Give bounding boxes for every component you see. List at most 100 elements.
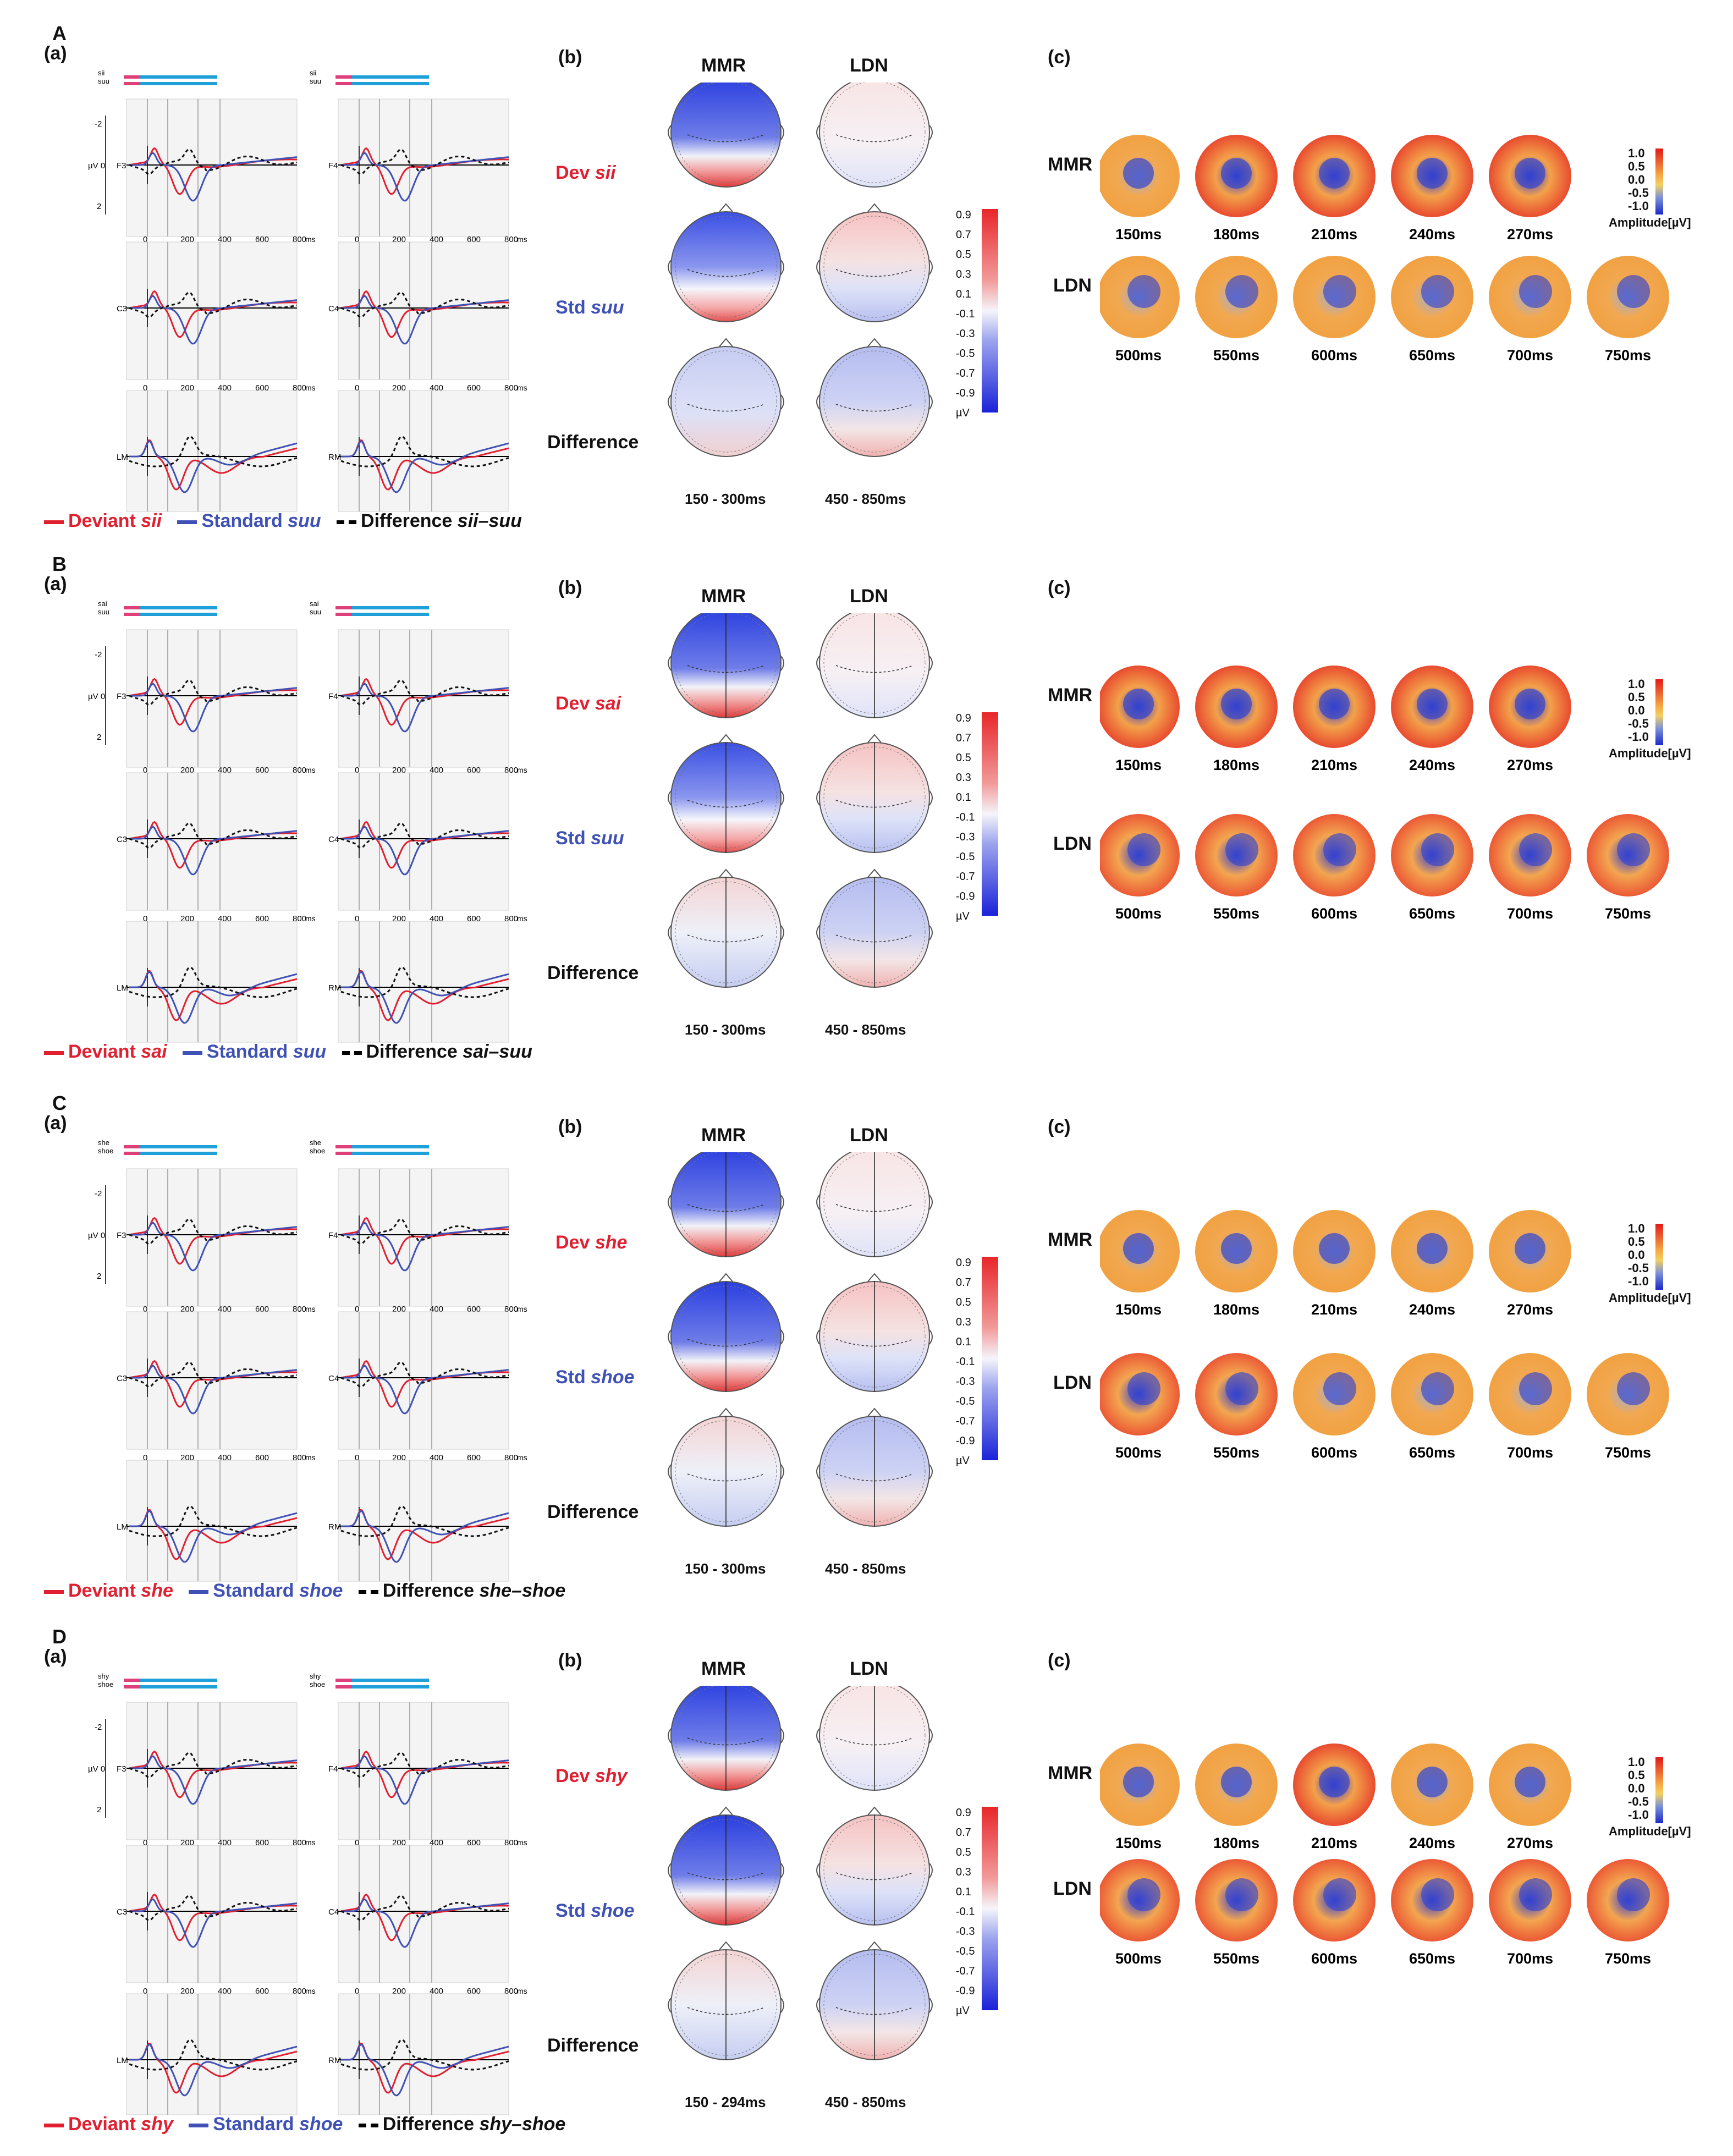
mmr-topomap-diff	[668, 868, 784, 988]
x-tick-label: 0	[143, 1838, 147, 1847]
spacer	[136, 2114, 141, 2135]
mmr-topomap-270ms	[1489, 135, 1571, 217]
x-tick-label: 0	[355, 1838, 359, 1847]
ldn-topomap-500ms	[1100, 814, 1180, 897]
ldn-topomap-600ms	[1293, 1859, 1376, 1942]
colorbar-tick: -0.7	[956, 1415, 975, 1427]
colorbar-tick: 0.1	[956, 1336, 971, 1348]
x-unit-label: ms	[517, 1987, 527, 1995]
panel-letter: D	[52, 1625, 67, 1648]
amplitude-tick: -1.0	[1628, 1808, 1649, 1822]
colorbar-tick: -0.5	[956, 851, 975, 863]
mmr-window-label: 150 - 294ms	[685, 2094, 766, 2110]
legend-difference: Difference shy–shoe	[358, 2114, 566, 2135]
waveform-legend: Deviant shy Standard shoe Difference shy…	[44, 2114, 565, 2135]
amplitude-tick: 1.0	[1628, 1755, 1645, 1769]
condition-label-diff: Difference	[547, 2035, 639, 2056]
colorbar-tick: -0.9	[956, 387, 975, 399]
electrode-label: F3	[117, 161, 126, 170]
panel-letter: A	[52, 22, 67, 45]
condition-prefix: Std	[555, 297, 586, 318]
legend-difference-swatch	[342, 1050, 362, 1055]
mmr-topomap-210ms	[1293, 1744, 1376, 1826]
mmr-time-label: 240ms	[1409, 1835, 1455, 1851]
mmr-topomap-240ms	[1391, 1744, 1473, 1826]
spacer	[173, 1580, 189, 1601]
legend-standard: Standard suu	[182, 1041, 326, 1062]
amplitude-tick: -0.5	[1628, 1795, 1649, 1808]
legend-deviant: Deviant shy	[44, 2114, 173, 2135]
ldn-topomap-550ms	[1195, 1859, 1278, 1942]
standard-waveform	[341, 440, 509, 493]
mmr-time-label: 270ms	[1507, 1835, 1553, 1851]
mmr-topomap-std	[668, 1273, 784, 1392]
waveform-legend: Deviant sii Standard suu Difference sii–…	[44, 510, 522, 532]
ldn-topomap-650ms	[1391, 1859, 1473, 1942]
spacer	[294, 1580, 299, 1601]
ldn-time-label: 600ms	[1311, 1444, 1357, 1461]
stimulus-word-top: sai	[310, 600, 319, 608]
amplitude-tick: 0.0	[1628, 1781, 1645, 1795]
electrode-label: C3	[117, 1907, 127, 1917]
y-tick-top: -2	[95, 650, 102, 659]
spacer	[326, 1041, 342, 1062]
ldn-topomap-diff	[816, 338, 933, 457]
condition-label-std: Std suu	[555, 828, 624, 849]
condition-prefix: Difference	[547, 963, 639, 983]
colorbar-tick: -0.5	[956, 1395, 975, 1407]
y-tick-top: -2	[95, 1723, 102, 1732]
difference-waveform	[340, 1361, 509, 1388]
colorbar	[982, 1807, 998, 2010]
x-unit-label: ms	[305, 766, 316, 774]
ldn-topomap-700ms	[1489, 256, 1571, 338]
panel-letter: B	[52, 553, 67, 575]
legend-standard-swatch	[182, 1050, 202, 1055]
legend-difference-pair: shy–shoe	[479, 2114, 566, 2135]
ldn-topomap-std	[816, 1806, 933, 1926]
stimulus-word-top: sai	[98, 600, 107, 608]
stimulus-word-bottom: suu	[98, 608, 109, 616]
legend-difference-pair: she–shoe	[479, 1580, 566, 1601]
ldn-column-header: LDN	[850, 586, 888, 607]
amplitude-tick: -1.0	[1628, 730, 1649, 744]
colorbar-tick: 0.1	[956, 288, 971, 300]
standard-waveform	[341, 295, 509, 345]
difference-waveform	[340, 1505, 509, 1537]
difference-waveform	[129, 291, 298, 318]
ldn-time-label: 500ms	[1115, 1950, 1162, 1967]
electrode-label: C3	[117, 1374, 127, 1383]
condition-label-diff: Difference	[547, 1502, 639, 1523]
ldn-topomap-500ms	[1100, 1859, 1180, 1942]
mmr-topomap-dev	[668, 1152, 784, 1257]
colorbar-tick: µV	[956, 2005, 970, 2017]
colorbar-tick: 0.5	[956, 249, 971, 261]
x-unit-label: ms	[305, 1453, 316, 1462]
legend-deviant: Deviant she	[44, 1580, 173, 1601]
ldn-topomap-700ms	[1489, 1353, 1571, 1436]
mmr-topomap-diff	[668, 1941, 784, 2060]
legend-deviant-swatch	[44, 1590, 64, 1594]
spacer	[343, 1580, 358, 1601]
amplitude-colorbar	[1655, 679, 1663, 745]
mmr-time-label: 210ms	[1311, 226, 1357, 243]
standard-waveform	[341, 971, 509, 1024]
ldn-time-label: 600ms	[1311, 347, 1357, 364]
condition-prefix: Std	[555, 828, 586, 849]
ldn-topomap-500ms	[1100, 256, 1180, 338]
x-unit-label: ms	[305, 235, 316, 244]
electrode-label: RM	[328, 1522, 341, 1532]
colorbar	[982, 209, 998, 413]
electrode-label: RM	[328, 983, 341, 993]
ldn-topomap-750ms	[1587, 1859, 1669, 1942]
stimulus-word-top: she	[310, 1138, 321, 1147]
ldn-column-header: LDN	[850, 1125, 888, 1146]
standard-waveform	[341, 1898, 509, 1948]
ldn-time-label: 500ms	[1115, 1444, 1162, 1461]
